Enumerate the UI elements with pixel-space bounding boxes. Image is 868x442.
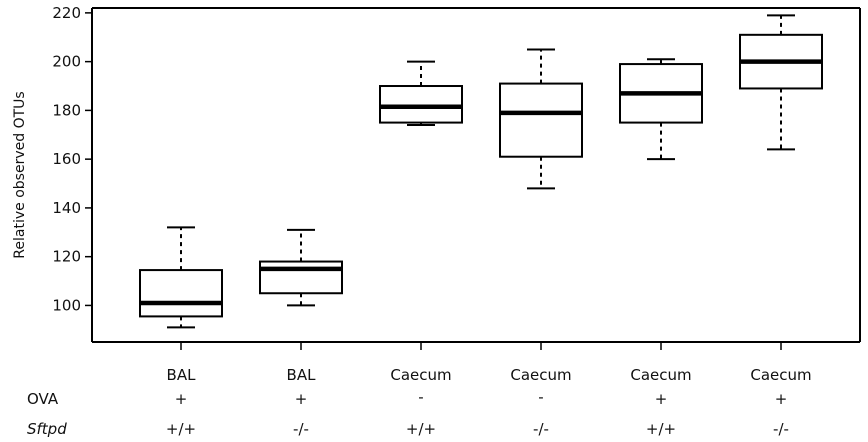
y-tick-label: 220 bbox=[52, 4, 81, 22]
factor-value: - bbox=[538, 388, 543, 406]
factor-value: + bbox=[655, 390, 668, 408]
y-tick-label: 100 bbox=[52, 296, 81, 314]
y-tick-label: 200 bbox=[52, 53, 81, 71]
axes: 100 120 140 160 180 200 220 Relative observed O… bbox=[12, 4, 861, 350]
box-iqr bbox=[259, 260, 343, 295]
y-tick-label: 160 bbox=[52, 150, 81, 168]
factor-row-label: Sftpd bbox=[27, 420, 67, 438]
factor-value: - bbox=[418, 388, 423, 406]
factor-value: + bbox=[175, 390, 188, 408]
box-iqr bbox=[379, 85, 463, 124]
x-tick-label: Caecum bbox=[390, 366, 451, 384]
x-tick-label: BAL bbox=[167, 366, 197, 384]
boxes bbox=[139, 14, 823, 329]
y-tick-label: 120 bbox=[52, 248, 81, 266]
factor-value: + bbox=[775, 390, 788, 408]
box-group bbox=[499, 48, 583, 190]
y-tick-label: 180 bbox=[52, 101, 81, 119]
factor-value: +/+ bbox=[646, 420, 676, 438]
factor-value: -/- bbox=[533, 420, 549, 438]
box-group bbox=[619, 58, 703, 161]
x-tick-label: Caecum bbox=[510, 366, 571, 384]
box-group bbox=[259, 228, 343, 307]
factor-value: -/- bbox=[293, 420, 309, 438]
x-tick-label: Caecum bbox=[750, 366, 811, 384]
box-group bbox=[379, 60, 463, 127]
box-group bbox=[739, 14, 823, 151]
factor-row-label: OVA bbox=[27, 390, 59, 408]
factor-value: +/+ bbox=[166, 420, 196, 438]
box-iqr bbox=[139, 269, 223, 318]
factor-value: +/+ bbox=[406, 420, 436, 438]
category-labels: BAL BAL Caecum Caecum Caecum Caecum OVA + + - - + + S… bbox=[27, 366, 812, 438]
box-group bbox=[139, 226, 223, 329]
factor-value: -/- bbox=[773, 420, 789, 438]
factor-value: + bbox=[295, 390, 308, 408]
y-tick-label: 140 bbox=[52, 199, 81, 217]
x-tick-label: Caecum bbox=[630, 366, 691, 384]
y-axis-label: Relative observed OTUs bbox=[12, 91, 28, 258]
x-tick-label: BAL bbox=[287, 366, 317, 384]
box-iqr bbox=[499, 82, 583, 158]
